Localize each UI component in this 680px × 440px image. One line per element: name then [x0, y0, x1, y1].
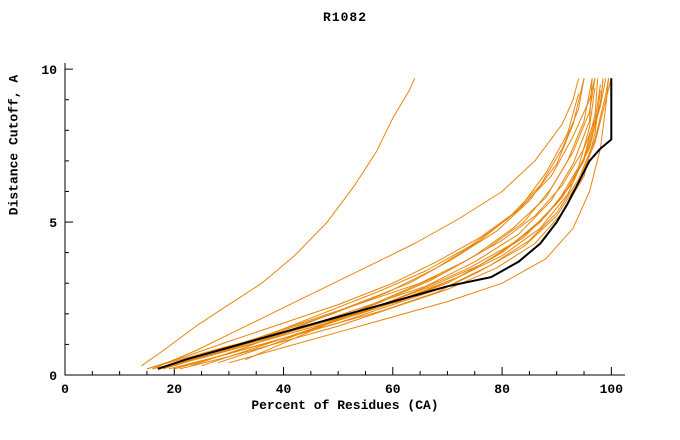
series-model-outlier [141, 78, 416, 367]
series-model-02 [152, 78, 580, 370]
x-tick-label: 60 [385, 382, 401, 397]
series-model-10 [201, 78, 607, 367]
x-axis-label: Percent of Residues (CA) [251, 398, 439, 413]
series-model-16 [174, 93, 580, 367]
x-tick-label: 0 [61, 382, 69, 397]
series-best-model [157, 78, 613, 370]
series-model-19 [228, 78, 610, 364]
y-tick-label: 5 [49, 216, 57, 231]
series-model-15 [163, 78, 585, 370]
series-model-03 [146, 78, 596, 370]
x-tick-label: 40 [276, 382, 292, 397]
series-model-13 [245, 78, 596, 361]
series-model-08 [168, 78, 612, 370]
series-model-09 [152, 84, 601, 370]
series-model-18 [157, 78, 593, 370]
series-model-06 [157, 78, 599, 370]
series-model-17 [190, 78, 585, 367]
y-tick-label: 10 [41, 63, 57, 78]
series-model-12 [217, 78, 593, 364]
x-tick-label: 80 [494, 382, 510, 397]
y-tick-label: 0 [49, 369, 57, 384]
series-model-14 [146, 87, 596, 370]
x-tick-label: 100 [600, 382, 624, 397]
chart-title: R1082 [322, 10, 367, 25]
series-model-07 [185, 78, 604, 367]
x-tick-label: 20 [166, 382, 182, 397]
